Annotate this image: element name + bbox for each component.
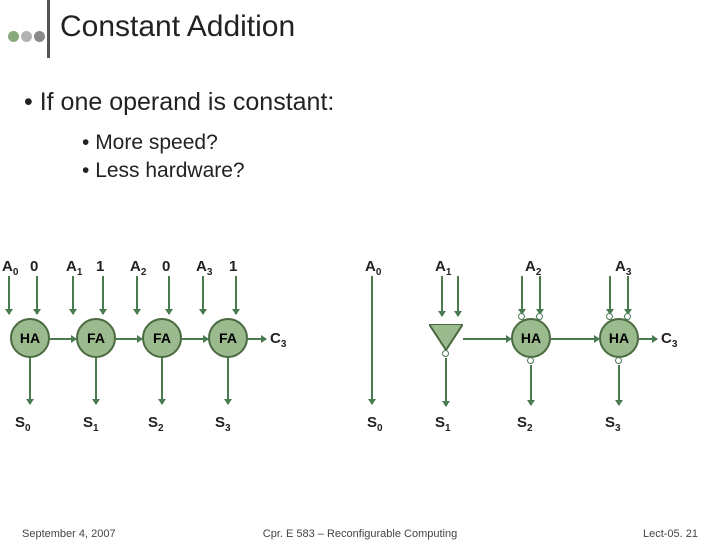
signal-label: S2 (517, 414, 533, 434)
signal-label: S2 (148, 414, 164, 434)
arrow (530, 365, 532, 405)
arrow (445, 358, 447, 406)
content-area: If one operand is constant: More speed? … (24, 88, 334, 187)
dot-icon (21, 31, 32, 42)
inverter-bubble (624, 313, 631, 320)
arrow (136, 276, 138, 314)
signal-label: S3 (215, 414, 231, 434)
fa-node: FA (142, 318, 182, 358)
arrow (248, 338, 266, 340)
inverter-bubble (518, 313, 525, 320)
dot-icon (34, 31, 45, 42)
arrow (235, 276, 237, 314)
arrow (539, 276, 541, 314)
signal-label: S3 (605, 414, 621, 434)
arrow (102, 276, 104, 314)
arrow (521, 276, 523, 314)
arrow (463, 338, 511, 340)
arrow (227, 358, 229, 404)
arrow (609, 276, 611, 314)
arrow (457, 276, 459, 316)
signal-label: 0 (162, 258, 170, 275)
signal-label: A0 (365, 258, 381, 278)
dot-icon (8, 31, 19, 42)
slide-title: Constant Addition (60, 10, 295, 44)
header-dots (8, 31, 45, 42)
inverter-bubble (442, 350, 449, 357)
arrow (618, 365, 620, 405)
footer-page: Lect-05. 21 (643, 528, 698, 540)
signal-label: S1 (435, 414, 451, 434)
arrow (639, 338, 657, 340)
ha-node: HA (511, 318, 551, 358)
bullet-sub-2: Less hardware? (82, 159, 334, 183)
signal-label: 1 (96, 258, 104, 275)
bullet-main: If one operand is constant: (24, 88, 334, 117)
signal-label: A3 (196, 258, 212, 278)
arrow (202, 276, 204, 314)
arrow (36, 276, 38, 314)
arrow (168, 276, 170, 314)
signal-label: A2 (525, 258, 541, 278)
arrow (441, 276, 443, 316)
signal-label: S1 (83, 414, 99, 434)
signal-label: 0 (30, 258, 38, 275)
fa-node: FA (76, 318, 116, 358)
inverter-bubble (536, 313, 543, 320)
arrow (116, 338, 142, 340)
signal-label: A0 (2, 258, 18, 278)
arrow (182, 338, 208, 340)
arrow (371, 276, 373, 404)
arrow (72, 276, 74, 314)
footer-course: Cpr. E 583 – Reconfigurable Computing (0, 528, 720, 540)
ha-node: HA (10, 318, 50, 358)
ha-node: HA (599, 318, 639, 358)
arrow (161, 358, 163, 404)
arrow (8, 276, 10, 314)
signal-label: S0 (367, 414, 383, 434)
slide-header: Constant Addition (8, 14, 295, 58)
inverter-bubble (615, 357, 622, 364)
inverter-bubble (606, 313, 613, 320)
arrow (551, 338, 599, 340)
signal-label: A2 (130, 258, 146, 278)
signal-label: 1 (229, 258, 237, 275)
signal-label: A1 (435, 258, 451, 278)
signal-label: C3 (661, 330, 677, 350)
inverter-bubble (527, 357, 534, 364)
arrow (95, 358, 97, 404)
signal-label: A3 (615, 258, 631, 278)
arrow (627, 276, 629, 314)
arrow (29, 358, 31, 404)
signal-label: C3 (270, 330, 286, 350)
signal-label: A1 (66, 258, 82, 278)
bullet-sub-1: More speed? (82, 131, 334, 155)
header-divider (47, 0, 50, 58)
signal-label: S0 (15, 414, 31, 434)
fa-node: FA (208, 318, 248, 358)
arrow (50, 338, 76, 340)
circuit-diagram: A0 0 A1 1 A2 0 A3 1 HA FA FA FA C3 S0 S1 S2 S3 A0 A1 A2 A3 HA… (0, 258, 720, 488)
